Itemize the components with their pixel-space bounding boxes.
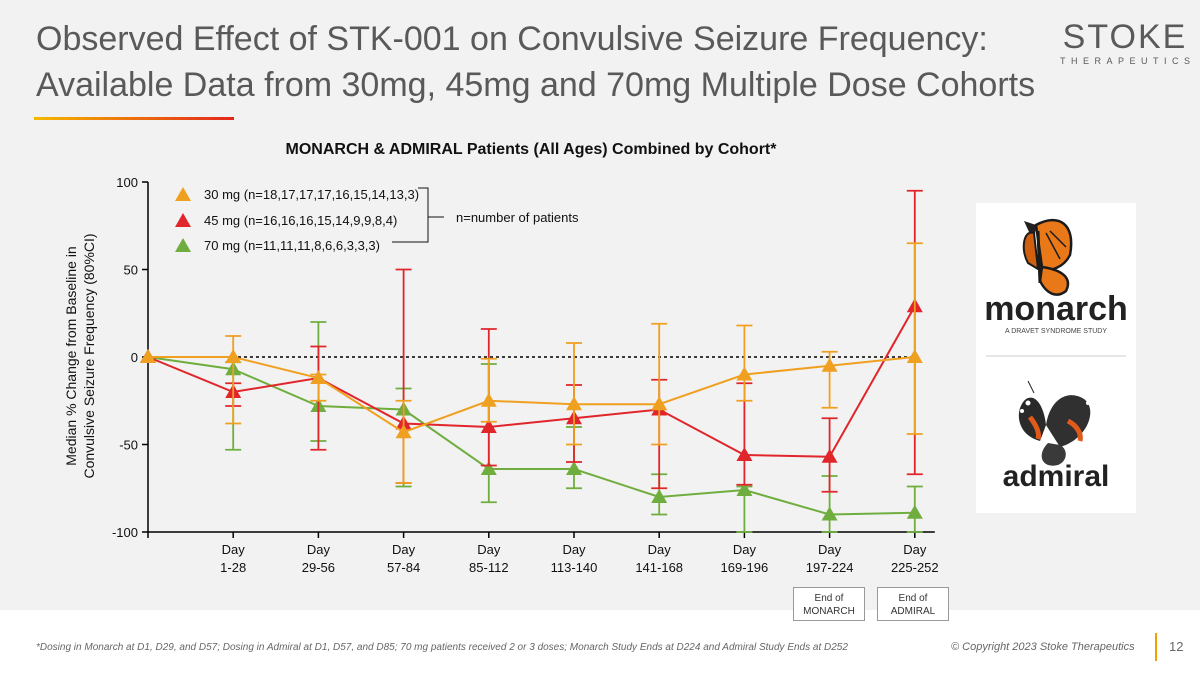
series-30mg bbox=[140, 242, 923, 484]
y-tick-label: 0 bbox=[131, 350, 138, 365]
admiral-butterfly-icon bbox=[1018, 380, 1091, 466]
admiral-logo-word: admiral bbox=[1003, 460, 1110, 493]
series-70mg bbox=[140, 321, 923, 533]
data-point-70mg bbox=[736, 482, 753, 496]
x-tick-label-range: 57-84 bbox=[387, 560, 420, 575]
y-tick-label: -100 bbox=[112, 525, 138, 540]
y-axis-label-line2: Convulsive Seizure Frequency (80%CI) bbox=[81, 233, 97, 478]
slide-title-line1: Observed Effect of STK-001 on Convulsive… bbox=[36, 20, 988, 58]
data-point-45mg bbox=[821, 448, 838, 463]
series-line-45mg bbox=[147, 305, 916, 458]
legend-bracket bbox=[392, 187, 429, 243]
legend-label-30mg: 30 mg (n=18,17,17,17,16,15,14,13,3) bbox=[204, 187, 419, 202]
data-point-70mg bbox=[480, 461, 497, 475]
data-point-70mg bbox=[651, 489, 668, 503]
data-point-30mg bbox=[821, 357, 838, 372]
partner-logos-art: monarch A DRAVET SYNDROME STUDY admiral bbox=[984, 219, 1128, 493]
slide-title: Observed Effect of STK-001 on Convulsive… bbox=[36, 16, 1056, 108]
x-tick-label-range: 29-56 bbox=[302, 560, 335, 575]
series-line-30mg bbox=[148, 356, 915, 434]
x-tick-label-day: Day bbox=[648, 542, 672, 557]
copyright: © Copyright 2023 Stoke Therapeutics bbox=[951, 641, 1135, 653]
x-tick-label-range: 141-168 bbox=[635, 560, 683, 575]
x-tick-label-range: 113-140 bbox=[551, 560, 598, 575]
monarch-butterfly-icon bbox=[1022, 219, 1073, 296]
monarch-logo-tagline: A DRAVET SYNDROME STUDY bbox=[1005, 328, 1107, 335]
data-point-30mg bbox=[480, 392, 497, 407]
legend-marker-30mg bbox=[175, 187, 191, 201]
end-of-monarch-box: End of MONARCH bbox=[793, 587, 865, 621]
series-line-70mg bbox=[147, 356, 915, 516]
x-tick-label-range: 1-28 bbox=[220, 560, 246, 575]
x-tick-label-day: Day bbox=[733, 542, 757, 557]
x-tick-label-range: 225-252 bbox=[891, 560, 939, 575]
page-number: 12 bbox=[1155, 633, 1183, 661]
legend-marker-45mg bbox=[175, 213, 191, 227]
x-tick-label-day: Day bbox=[477, 542, 501, 557]
x-tick-label-range: 197-224 bbox=[806, 560, 854, 575]
monarch-logo-word: monarch bbox=[984, 290, 1128, 328]
legend-label-70mg: 70 mg (n=11,11,11,8,6,6,3,3,3) bbox=[204, 238, 380, 253]
data-point-30mg bbox=[566, 396, 582, 411]
series-layer bbox=[140, 189, 923, 533]
data-point-30mg bbox=[906, 349, 923, 363]
legend-marker-70mg bbox=[175, 238, 191, 252]
end-monarch-line2: MONARCH bbox=[803, 606, 855, 617]
x-tick-label-day: Day bbox=[903, 542, 927, 557]
title-underline bbox=[34, 117, 234, 120]
data-point-30mg bbox=[736, 366, 753, 381]
x-tick-label-day: Day bbox=[307, 542, 331, 557]
end-of-admiral-box: End of ADMIRAL bbox=[877, 587, 949, 621]
slide-title-line2: Available Data from 30mg, 45mg and 70mg … bbox=[36, 66, 1036, 104]
chart-title: MONARCH & ADMIRAL Patients (All Ages) Co… bbox=[286, 141, 778, 158]
data-point-45mg bbox=[480, 419, 497, 433]
x-tick-label-day: Day bbox=[818, 542, 842, 557]
data-point-70mg bbox=[566, 461, 582, 475]
data-point-30mg bbox=[651, 396, 668, 411]
data-point-30mg bbox=[310, 370, 327, 384]
stoke-logo-word: STOKE bbox=[1062, 18, 1188, 56]
partner-logos-panel: monarch A DRAVET SYNDROME STUDY admiral bbox=[976, 203, 1136, 513]
y-axis-label-line1: Median % Change from Baseline in bbox=[63, 246, 79, 465]
data-point-30mg bbox=[225, 349, 242, 363]
x-tick-label-range: 85-112 bbox=[469, 560, 509, 575]
x-tick-label-range: 169-196 bbox=[721, 560, 769, 575]
x-tick-label-day: Day bbox=[562, 542, 586, 557]
data-point-45mg bbox=[736, 447, 753, 461]
data-point-30mg bbox=[140, 349, 156, 363]
legend-note: n=number of patients bbox=[456, 210, 579, 225]
data-point-30mg bbox=[395, 424, 412, 439]
data-point-70mg bbox=[906, 504, 923, 519]
stoke-logo-subtitle: THERAPEUTICS bbox=[1060, 56, 1196, 66]
seizure-frequency-chart: MONARCH & ADMIRAL Patients (All Ages) Co… bbox=[63, 141, 939, 575]
chart-legend: n=number of patients 30 mg (n=18,17,17,1… bbox=[175, 187, 579, 253]
chart-axes: 100 50 0 -50 -100 Day 1-28 Day 29-56 Day 57-84 Day 8… bbox=[112, 175, 939, 575]
end-admiral-line2: ADMIRAL bbox=[890, 606, 936, 617]
series-45mg bbox=[140, 189, 923, 493]
x-tick-label-day: Day bbox=[222, 542, 246, 557]
stoke-logo: STOKE THERAPEUTICS bbox=[1060, 18, 1190, 66]
x-tick-label-day: Day bbox=[392, 542, 416, 557]
y-tick-label: -50 bbox=[119, 438, 138, 453]
y-tick-label: 50 bbox=[124, 263, 138, 278]
end-admiral-line1: End of bbox=[898, 593, 928, 604]
end-monarch-line1: End of bbox=[814, 593, 844, 604]
footnote: *Dosing in Monarch at D1, D29, and D57; … bbox=[36, 642, 848, 653]
data-point-70mg bbox=[821, 506, 838, 521]
legend-label-45mg: 45 mg (n=16,16,16,15,14,9,9,8,4) bbox=[204, 213, 397, 228]
y-tick-label: 100 bbox=[116, 175, 138, 190]
